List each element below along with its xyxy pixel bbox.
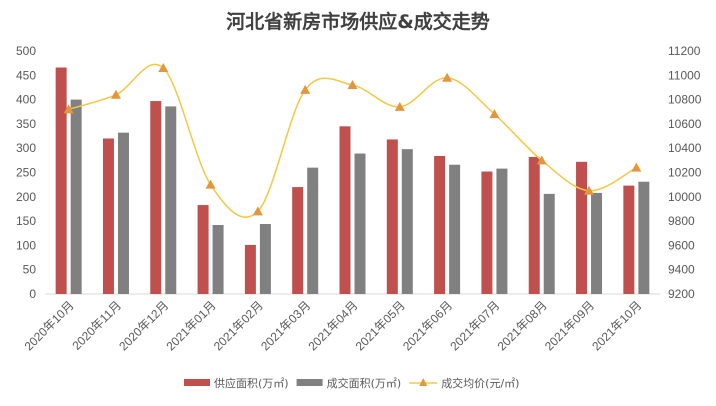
price-marker [584, 185, 595, 195]
bar-supply [292, 187, 304, 294]
legend-label: 供应面积(万㎡) [214, 376, 289, 390]
x-tick-label: 2021年10月 [589, 298, 644, 353]
chart-title: 河北省新房市场供应&成交走势 [226, 10, 490, 33]
bar-supply [339, 126, 351, 294]
price-marker [489, 109, 500, 119]
left-tick-label: 500 [16, 44, 36, 58]
legend-label: 成交均价(元/㎡) [441, 376, 519, 390]
x-tick-label: 2021年09月 [542, 298, 597, 353]
right-tick-label: 9400 [668, 263, 695, 277]
x-tick-label: 2021年06月 [400, 298, 455, 353]
price-marker [394, 101, 405, 111]
right-tick-label: 11000 [668, 68, 701, 82]
x-tick-label: 2021年03月 [258, 298, 313, 353]
left-tick-label: 50 [23, 263, 37, 277]
bar-transaction [259, 224, 271, 294]
right-tick-label: 9200 [668, 287, 695, 301]
bar-supply [481, 171, 493, 294]
x-tick-label: 2021年02月 [211, 298, 266, 353]
bar-transaction [591, 192, 603, 294]
bar-transaction [165, 106, 177, 295]
bar-supply [576, 161, 588, 294]
bar-supply [386, 139, 398, 294]
left-tick-label: 100 [16, 238, 36, 252]
left-tick-label: 150 [16, 214, 36, 228]
left-tick-label: 300 [16, 141, 36, 155]
x-tick-label: 2021年05月 [353, 298, 408, 353]
price-marker [631, 162, 642, 172]
price-marker [347, 80, 358, 90]
bar-transaction [449, 164, 461, 294]
right-tick-label: 10400 [668, 141, 702, 155]
price-marker [205, 179, 216, 189]
price-marker [536, 155, 547, 165]
left-tick-label: 200 [16, 190, 36, 204]
legend-label: 成交面积(万㎡) [327, 376, 402, 390]
right-tick-label: 10800 [668, 93, 702, 107]
legend-swatch [296, 379, 323, 386]
bar-supply [150, 101, 162, 294]
right-tick-label: 10200 [668, 166, 702, 180]
price-marker [158, 63, 169, 73]
right-tick-label: 9600 [668, 238, 695, 252]
price-marker [63, 104, 74, 114]
bar-transaction [401, 149, 413, 294]
bar-supply [244, 244, 256, 294]
left-tick-label: 400 [16, 93, 36, 107]
left-tick-label: 450 [16, 68, 36, 82]
left-tick-label: 350 [16, 117, 36, 131]
left-tick-label: 0 [29, 287, 36, 301]
bar-supply [197, 205, 209, 294]
x-tick-label: 2021年04月 [305, 298, 360, 353]
x-tick-label: 2021年08月 [495, 298, 550, 353]
bar-transaction [354, 153, 366, 294]
right-tick-label: 10600 [668, 117, 702, 131]
price-marker [110, 89, 121, 99]
bar-transaction [307, 167, 319, 294]
price-marker [300, 84, 311, 94]
bar-transaction [638, 181, 650, 294]
x-tick-label: 2021年01月 [164, 298, 219, 353]
bar-supply [528, 156, 540, 294]
bar-transaction [117, 132, 129, 294]
price-marker [442, 72, 453, 82]
bar-transaction [70, 99, 82, 294]
legend-marker [419, 378, 428, 386]
bar-transaction [543, 193, 555, 294]
right-tick-label: 11200 [668, 44, 701, 58]
price-marker [252, 206, 263, 216]
right-tick-label: 9800 [668, 214, 695, 228]
bar-supply [55, 67, 67, 294]
bar-supply [102, 138, 114, 294]
bar-transaction [496, 168, 508, 294]
bar-supply [434, 155, 446, 294]
x-tick-label: 2021年07月 [447, 298, 502, 353]
bar-transaction [212, 224, 224, 294]
x-tick-label: 2020年12月 [116, 298, 171, 353]
left-tick-label: 250 [16, 166, 36, 180]
right-tick-label: 10000 [668, 190, 702, 204]
x-tick-label: 2020年10月 [22, 298, 77, 353]
legend-swatch [184, 379, 210, 386]
bar-supply [623, 185, 635, 294]
